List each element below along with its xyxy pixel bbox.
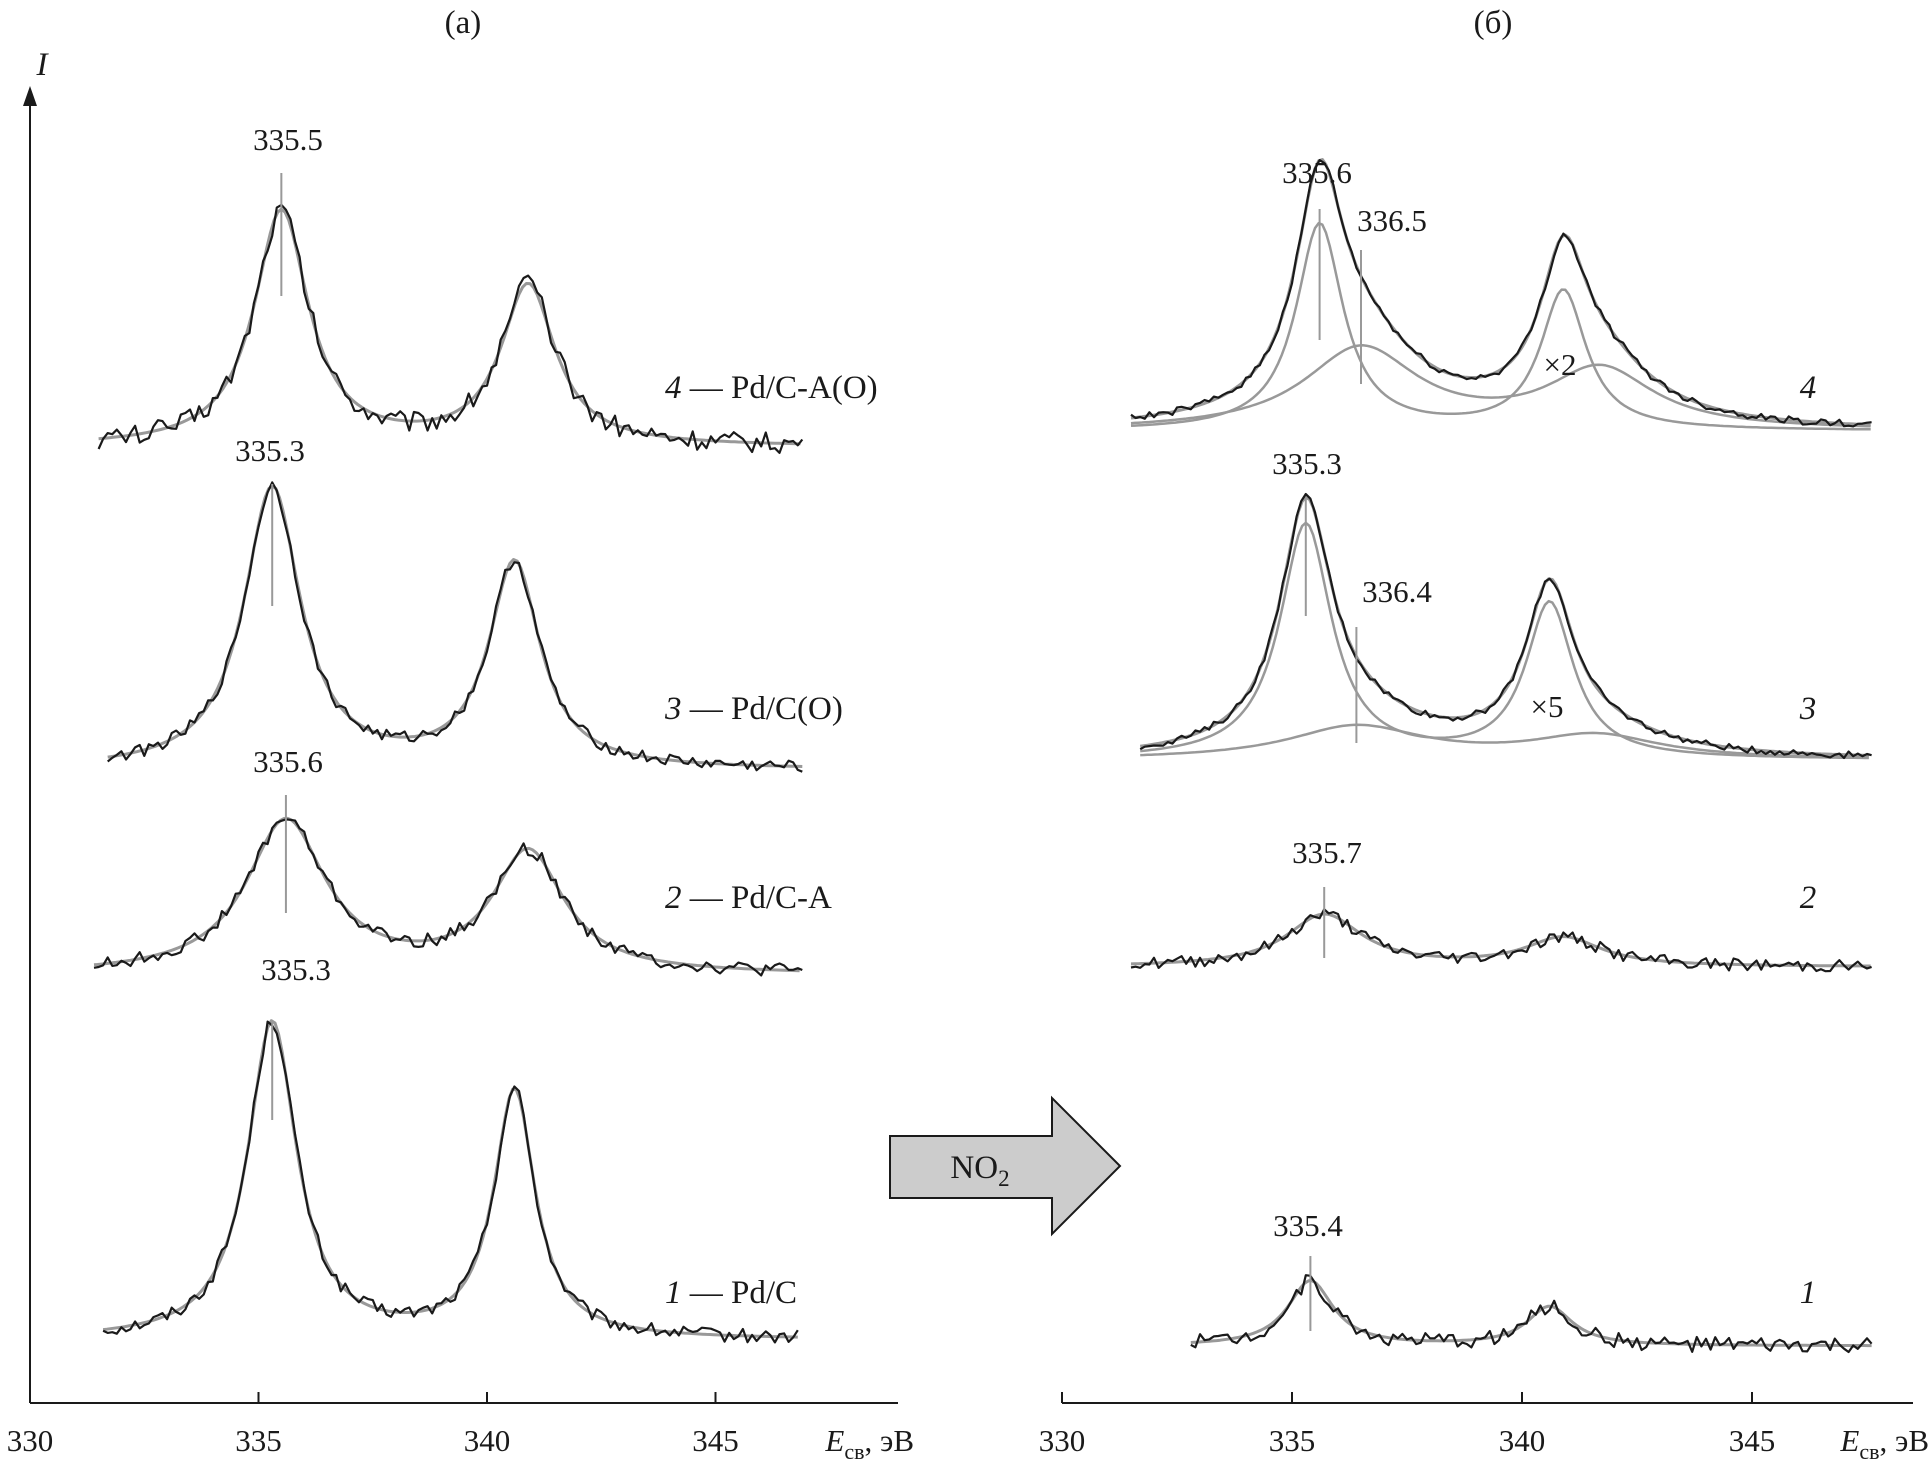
panel-a-spectra bbox=[93, 173, 804, 1344]
b-series-num-4: 4 bbox=[1800, 370, 1817, 406]
no2-label-sub: 2 bbox=[998, 1166, 1010, 1191]
panel-b-x-label-main: E bbox=[1839, 1423, 1859, 1458]
panel-a-x-axis-label: Eсв, эВ bbox=[824, 1423, 914, 1464]
x-tick-label: 340 bbox=[1499, 1423, 1546, 1458]
a-series-num-2: 2 bbox=[665, 880, 682, 916]
a-peak-label-2: 335.6 bbox=[253, 744, 323, 779]
b-peak-label-4b: 336.5 bbox=[1357, 203, 1427, 238]
measured-spectrum-b-2 bbox=[1130, 908, 1872, 973]
no2-arrow-label: NO2 bbox=[950, 1150, 1009, 1191]
no2-label-main: NO bbox=[950, 1150, 998, 1186]
fit-curve-b-3 bbox=[1139, 495, 1869, 757]
panel-a-x-label-sub: св bbox=[844, 1439, 864, 1464]
a-series-num-4: 4 bbox=[665, 370, 682, 406]
fit-curve-b-2 bbox=[1130, 912, 1871, 968]
b-series-num-1: 1 bbox=[1800, 1275, 1817, 1311]
measured-spectrum-a-1 bbox=[102, 1020, 799, 1344]
a-series-text-1: — Pd/C bbox=[682, 1275, 798, 1311]
measured-spectrum-b-4 bbox=[1130, 159, 1872, 428]
panel-a-x-label-main: E bbox=[824, 1423, 844, 1458]
fit-curve-a-1 bbox=[102, 1019, 798, 1339]
b-peak-label-1: 335.4 bbox=[1273, 1208, 1343, 1243]
a-peak-label-1: 335.3 bbox=[261, 952, 331, 987]
a-peak-label-4: 335.5 bbox=[253, 122, 323, 157]
measured-spectrum-b-3 bbox=[1139, 492, 1872, 760]
a-series-label-3: 3 — Pd/C(O) bbox=[664, 691, 843, 727]
no2-arrow-shape bbox=[889, 1095, 1122, 1237]
a-series-label-1: 1 — Pd/C bbox=[665, 1275, 797, 1311]
y-axis-label: I bbox=[36, 47, 50, 83]
x-tick-label: 330 bbox=[1039, 1423, 1086, 1458]
b-peak-label-4a: 335.6 bbox=[1282, 155, 1352, 190]
b-series-num-2: 2 bbox=[1800, 880, 1817, 916]
measured-spectrum-a-2 bbox=[93, 818, 803, 977]
b-peak-label-3b: 336.4 bbox=[1362, 574, 1432, 609]
measured-spectrum-b-1 bbox=[1190, 1274, 1873, 1354]
a-series-text-2: — Pd/C-A bbox=[682, 880, 833, 916]
x-tick-label: 345 bbox=[692, 1423, 739, 1458]
a-peak-label-3: 335.3 bbox=[235, 433, 305, 468]
x-tick-label: 345 bbox=[1729, 1423, 1776, 1458]
a-series-num-3: 3 bbox=[664, 691, 682, 727]
panel-b-spectra bbox=[1130, 158, 1873, 1354]
b-peak-label-3a: 335.3 bbox=[1272, 446, 1342, 481]
b-multiplier-3: ×5 bbox=[1531, 689, 1564, 724]
a-series-text-3: — Pd/C(O) bbox=[682, 691, 843, 727]
a-series-label-4: 4 — Pd/C-A(O) bbox=[665, 370, 878, 406]
panel-a-axes bbox=[23, 86, 898, 1404]
a-series-label-2: 2 — Pd/C-A bbox=[665, 880, 832, 916]
no2-arrow: NO2 bbox=[889, 1095, 1122, 1237]
measured-spectrum-a-3 bbox=[107, 481, 803, 773]
b-multiplier-4: ×2 bbox=[1544, 347, 1577, 382]
fit-component-b-4-0 bbox=[1130, 221, 1871, 431]
fit-curve-a-4 bbox=[98, 207, 801, 446]
panel-b-x-label-unit: , эВ bbox=[1880, 1423, 1929, 1458]
x-tick-label: 340 bbox=[464, 1423, 511, 1458]
panel-a-title: (а) bbox=[445, 5, 482, 41]
panel-b-title: (б) bbox=[1474, 5, 1513, 41]
panel-a-x-label-unit: , эВ bbox=[865, 1423, 914, 1458]
a-series-num-1: 1 bbox=[665, 1275, 682, 1311]
x-tick-label: 330 bbox=[7, 1423, 54, 1458]
x-tick-label: 335 bbox=[1269, 1423, 1316, 1458]
b-series-num-3: 3 bbox=[1799, 691, 1817, 727]
panel-a-ticks: 330 335 340 345 bbox=[7, 1392, 739, 1458]
a-series-text-4: — Pd/C-A(O) bbox=[682, 370, 878, 406]
measured-spectrum-a-4 bbox=[97, 203, 804, 454]
x-tick-label: 335 bbox=[235, 1423, 282, 1458]
panel-b-x-axis-label: Eсв, эВ bbox=[1839, 1423, 1929, 1464]
fit-component-b-3-0 bbox=[1140, 521, 1869, 760]
panel-b-ticks: 330 335 340 345 bbox=[1039, 1392, 1776, 1458]
b-peak-label-2: 335.7 bbox=[1292, 835, 1362, 870]
panel-b-x-label-sub: св bbox=[1859, 1439, 1879, 1464]
